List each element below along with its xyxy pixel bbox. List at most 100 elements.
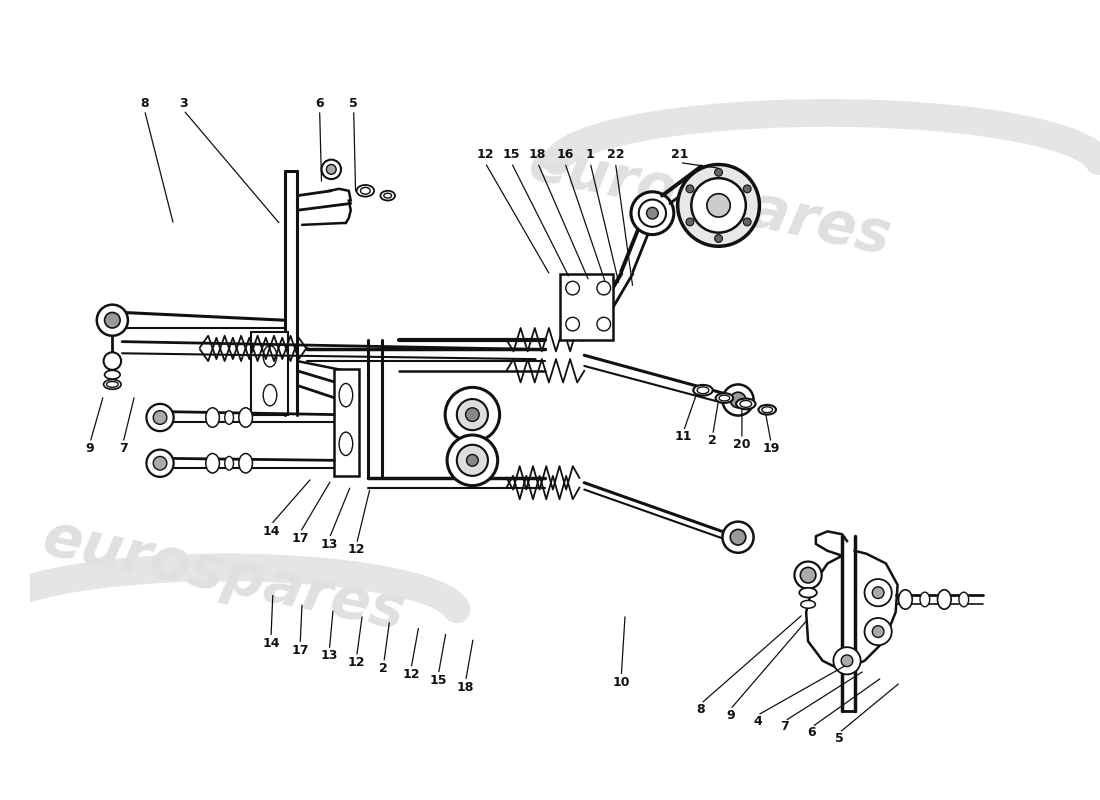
Ellipse shape xyxy=(224,410,233,424)
Circle shape xyxy=(647,207,658,219)
Circle shape xyxy=(686,185,694,193)
Circle shape xyxy=(103,352,121,370)
Ellipse shape xyxy=(697,387,708,394)
Circle shape xyxy=(678,165,759,246)
Text: 5: 5 xyxy=(350,97,358,110)
Ellipse shape xyxy=(920,592,929,606)
Ellipse shape xyxy=(206,408,219,427)
Circle shape xyxy=(597,318,611,331)
Circle shape xyxy=(456,399,488,430)
Text: 4: 4 xyxy=(754,714,762,728)
Circle shape xyxy=(465,408,480,422)
Circle shape xyxy=(801,567,816,583)
Circle shape xyxy=(327,165,337,174)
Text: 6: 6 xyxy=(316,97,323,110)
Ellipse shape xyxy=(959,592,969,606)
Circle shape xyxy=(744,218,751,226)
Ellipse shape xyxy=(381,190,395,201)
Circle shape xyxy=(146,450,174,477)
Circle shape xyxy=(691,178,746,233)
Circle shape xyxy=(744,185,751,193)
Text: 6: 6 xyxy=(807,726,816,739)
Ellipse shape xyxy=(356,185,374,197)
Ellipse shape xyxy=(801,601,815,608)
Text: 18: 18 xyxy=(456,681,474,694)
Ellipse shape xyxy=(740,401,751,407)
Text: eurospares: eurospares xyxy=(525,134,898,266)
Ellipse shape xyxy=(103,379,121,390)
Text: 12: 12 xyxy=(476,148,494,162)
Bar xyxy=(334,369,359,476)
Ellipse shape xyxy=(239,408,253,427)
Ellipse shape xyxy=(736,398,756,410)
Ellipse shape xyxy=(716,393,734,403)
Ellipse shape xyxy=(239,454,253,473)
Ellipse shape xyxy=(899,590,912,610)
Text: 5: 5 xyxy=(835,732,844,745)
Circle shape xyxy=(153,457,167,470)
Ellipse shape xyxy=(107,382,118,387)
Text: 9: 9 xyxy=(86,442,95,455)
Text: 16: 16 xyxy=(557,148,573,162)
Text: 3: 3 xyxy=(179,97,188,110)
Circle shape xyxy=(456,445,488,476)
Circle shape xyxy=(153,410,167,424)
Text: 17: 17 xyxy=(292,643,309,657)
Text: 12: 12 xyxy=(403,668,420,681)
Circle shape xyxy=(97,305,128,336)
Text: 2: 2 xyxy=(708,434,717,447)
Text: 12: 12 xyxy=(348,543,365,556)
Text: 13: 13 xyxy=(321,538,338,550)
Circle shape xyxy=(321,160,341,179)
Circle shape xyxy=(865,579,892,606)
Circle shape xyxy=(842,655,852,666)
Ellipse shape xyxy=(263,385,277,406)
Circle shape xyxy=(639,199,665,226)
Text: 15: 15 xyxy=(430,674,447,686)
Ellipse shape xyxy=(263,346,277,367)
Ellipse shape xyxy=(224,457,233,470)
Circle shape xyxy=(565,282,580,295)
Circle shape xyxy=(146,404,174,431)
Circle shape xyxy=(730,530,746,545)
Text: 14: 14 xyxy=(262,525,279,538)
Text: 17: 17 xyxy=(292,532,309,545)
Circle shape xyxy=(707,194,730,217)
Ellipse shape xyxy=(384,194,392,198)
Text: 7: 7 xyxy=(780,721,789,734)
Text: 8: 8 xyxy=(696,703,705,716)
Circle shape xyxy=(565,318,580,331)
Text: 19: 19 xyxy=(762,442,780,455)
Text: 15: 15 xyxy=(503,148,520,162)
Text: 22: 22 xyxy=(607,148,624,162)
Circle shape xyxy=(631,192,674,234)
Circle shape xyxy=(104,313,120,328)
Ellipse shape xyxy=(339,432,353,455)
Circle shape xyxy=(794,562,822,589)
Ellipse shape xyxy=(361,187,371,194)
Text: 12: 12 xyxy=(348,656,365,670)
Ellipse shape xyxy=(800,588,817,598)
Ellipse shape xyxy=(693,385,713,396)
Ellipse shape xyxy=(719,395,729,401)
Circle shape xyxy=(715,169,723,176)
Circle shape xyxy=(686,218,694,226)
Text: 7: 7 xyxy=(119,442,128,455)
Ellipse shape xyxy=(937,590,952,610)
Circle shape xyxy=(834,647,860,674)
Text: 8: 8 xyxy=(140,97,148,110)
Circle shape xyxy=(447,435,497,486)
Text: 9: 9 xyxy=(726,709,735,722)
Text: 21: 21 xyxy=(671,148,689,162)
Ellipse shape xyxy=(339,383,353,407)
Text: 18: 18 xyxy=(529,148,547,162)
Text: eurospares: eurospares xyxy=(37,509,410,642)
Circle shape xyxy=(723,522,754,553)
Circle shape xyxy=(715,234,723,242)
Text: 14: 14 xyxy=(262,637,279,650)
Text: 11: 11 xyxy=(674,430,692,443)
Ellipse shape xyxy=(759,405,775,414)
Circle shape xyxy=(466,454,478,466)
Bar xyxy=(560,274,614,340)
Circle shape xyxy=(872,587,884,598)
